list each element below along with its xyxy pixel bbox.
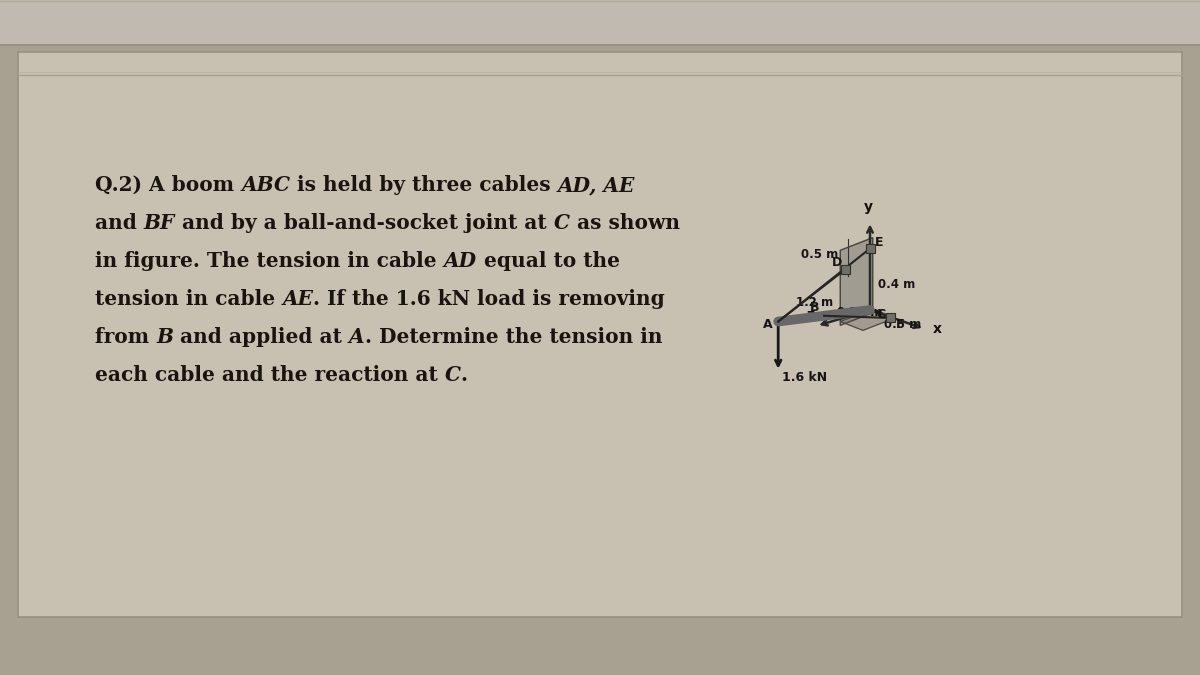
Text: and applied at: and applied at [173, 327, 349, 347]
Text: 0.75 m: 0.75 m [836, 306, 882, 319]
Text: as shown: as shown [570, 213, 679, 233]
Text: C: C [445, 365, 461, 385]
Text: 0.5 m: 0.5 m [800, 248, 838, 261]
Text: D: D [832, 256, 842, 269]
Text: is held by three cables: is held by three cables [290, 175, 558, 195]
Text: AD: AD [444, 251, 476, 271]
Text: A: A [349, 327, 365, 347]
Text: 1.2 m: 1.2 m [796, 296, 833, 308]
Text: AE: AE [282, 289, 313, 309]
Text: each cable and the reaction at: each cable and the reaction at [95, 365, 445, 385]
Text: in figure. The tension in cable: in figure. The tension in cable [95, 251, 444, 271]
Bar [18, 52, 1182, 617]
Text: 0.4 m: 0.4 m [878, 278, 916, 291]
Text: C: C [553, 213, 570, 233]
Text: B: B [156, 327, 173, 347]
Text: C: C [876, 308, 886, 321]
Polygon shape [840, 238, 872, 325]
Text: y: y [864, 200, 872, 215]
Text: x: x [932, 322, 942, 336]
Text: ABC: ABC [241, 175, 290, 195]
Text: 1.6 kN: 1.6 kN [782, 371, 827, 383]
Text: A: A [763, 317, 773, 331]
Text: from: from [95, 327, 156, 347]
Text: tension in cable: tension in cable [95, 289, 282, 309]
Text: B: B [810, 301, 820, 314]
Text: F: F [895, 318, 904, 331]
Text: z: z [806, 308, 815, 322]
Bar [865, 244, 875, 253]
Text: E: E [875, 236, 883, 248]
Text: and: and [95, 213, 144, 233]
Bar [841, 265, 851, 273]
Text: 0.5 m: 0.5 m [884, 318, 922, 331]
Text: . Determine the tension in: . Determine the tension in [365, 327, 662, 347]
Text: .: . [461, 365, 468, 385]
Text: equal to the: equal to the [476, 251, 619, 271]
Text: AD, AE: AD, AE [558, 175, 635, 195]
Bar [886, 313, 895, 323]
Text: . If the 1.6 kN load is removing: . If the 1.6 kN load is removing [313, 289, 665, 309]
Polygon shape [840, 309, 895, 330]
Text: and by a ball-and-socket joint at: and by a ball-and-socket joint at [175, 213, 553, 233]
Text: BF: BF [144, 213, 175, 233]
Bar [0, 0, 1200, 45]
Text: Q.2) A boom: Q.2) A boom [95, 175, 241, 195]
